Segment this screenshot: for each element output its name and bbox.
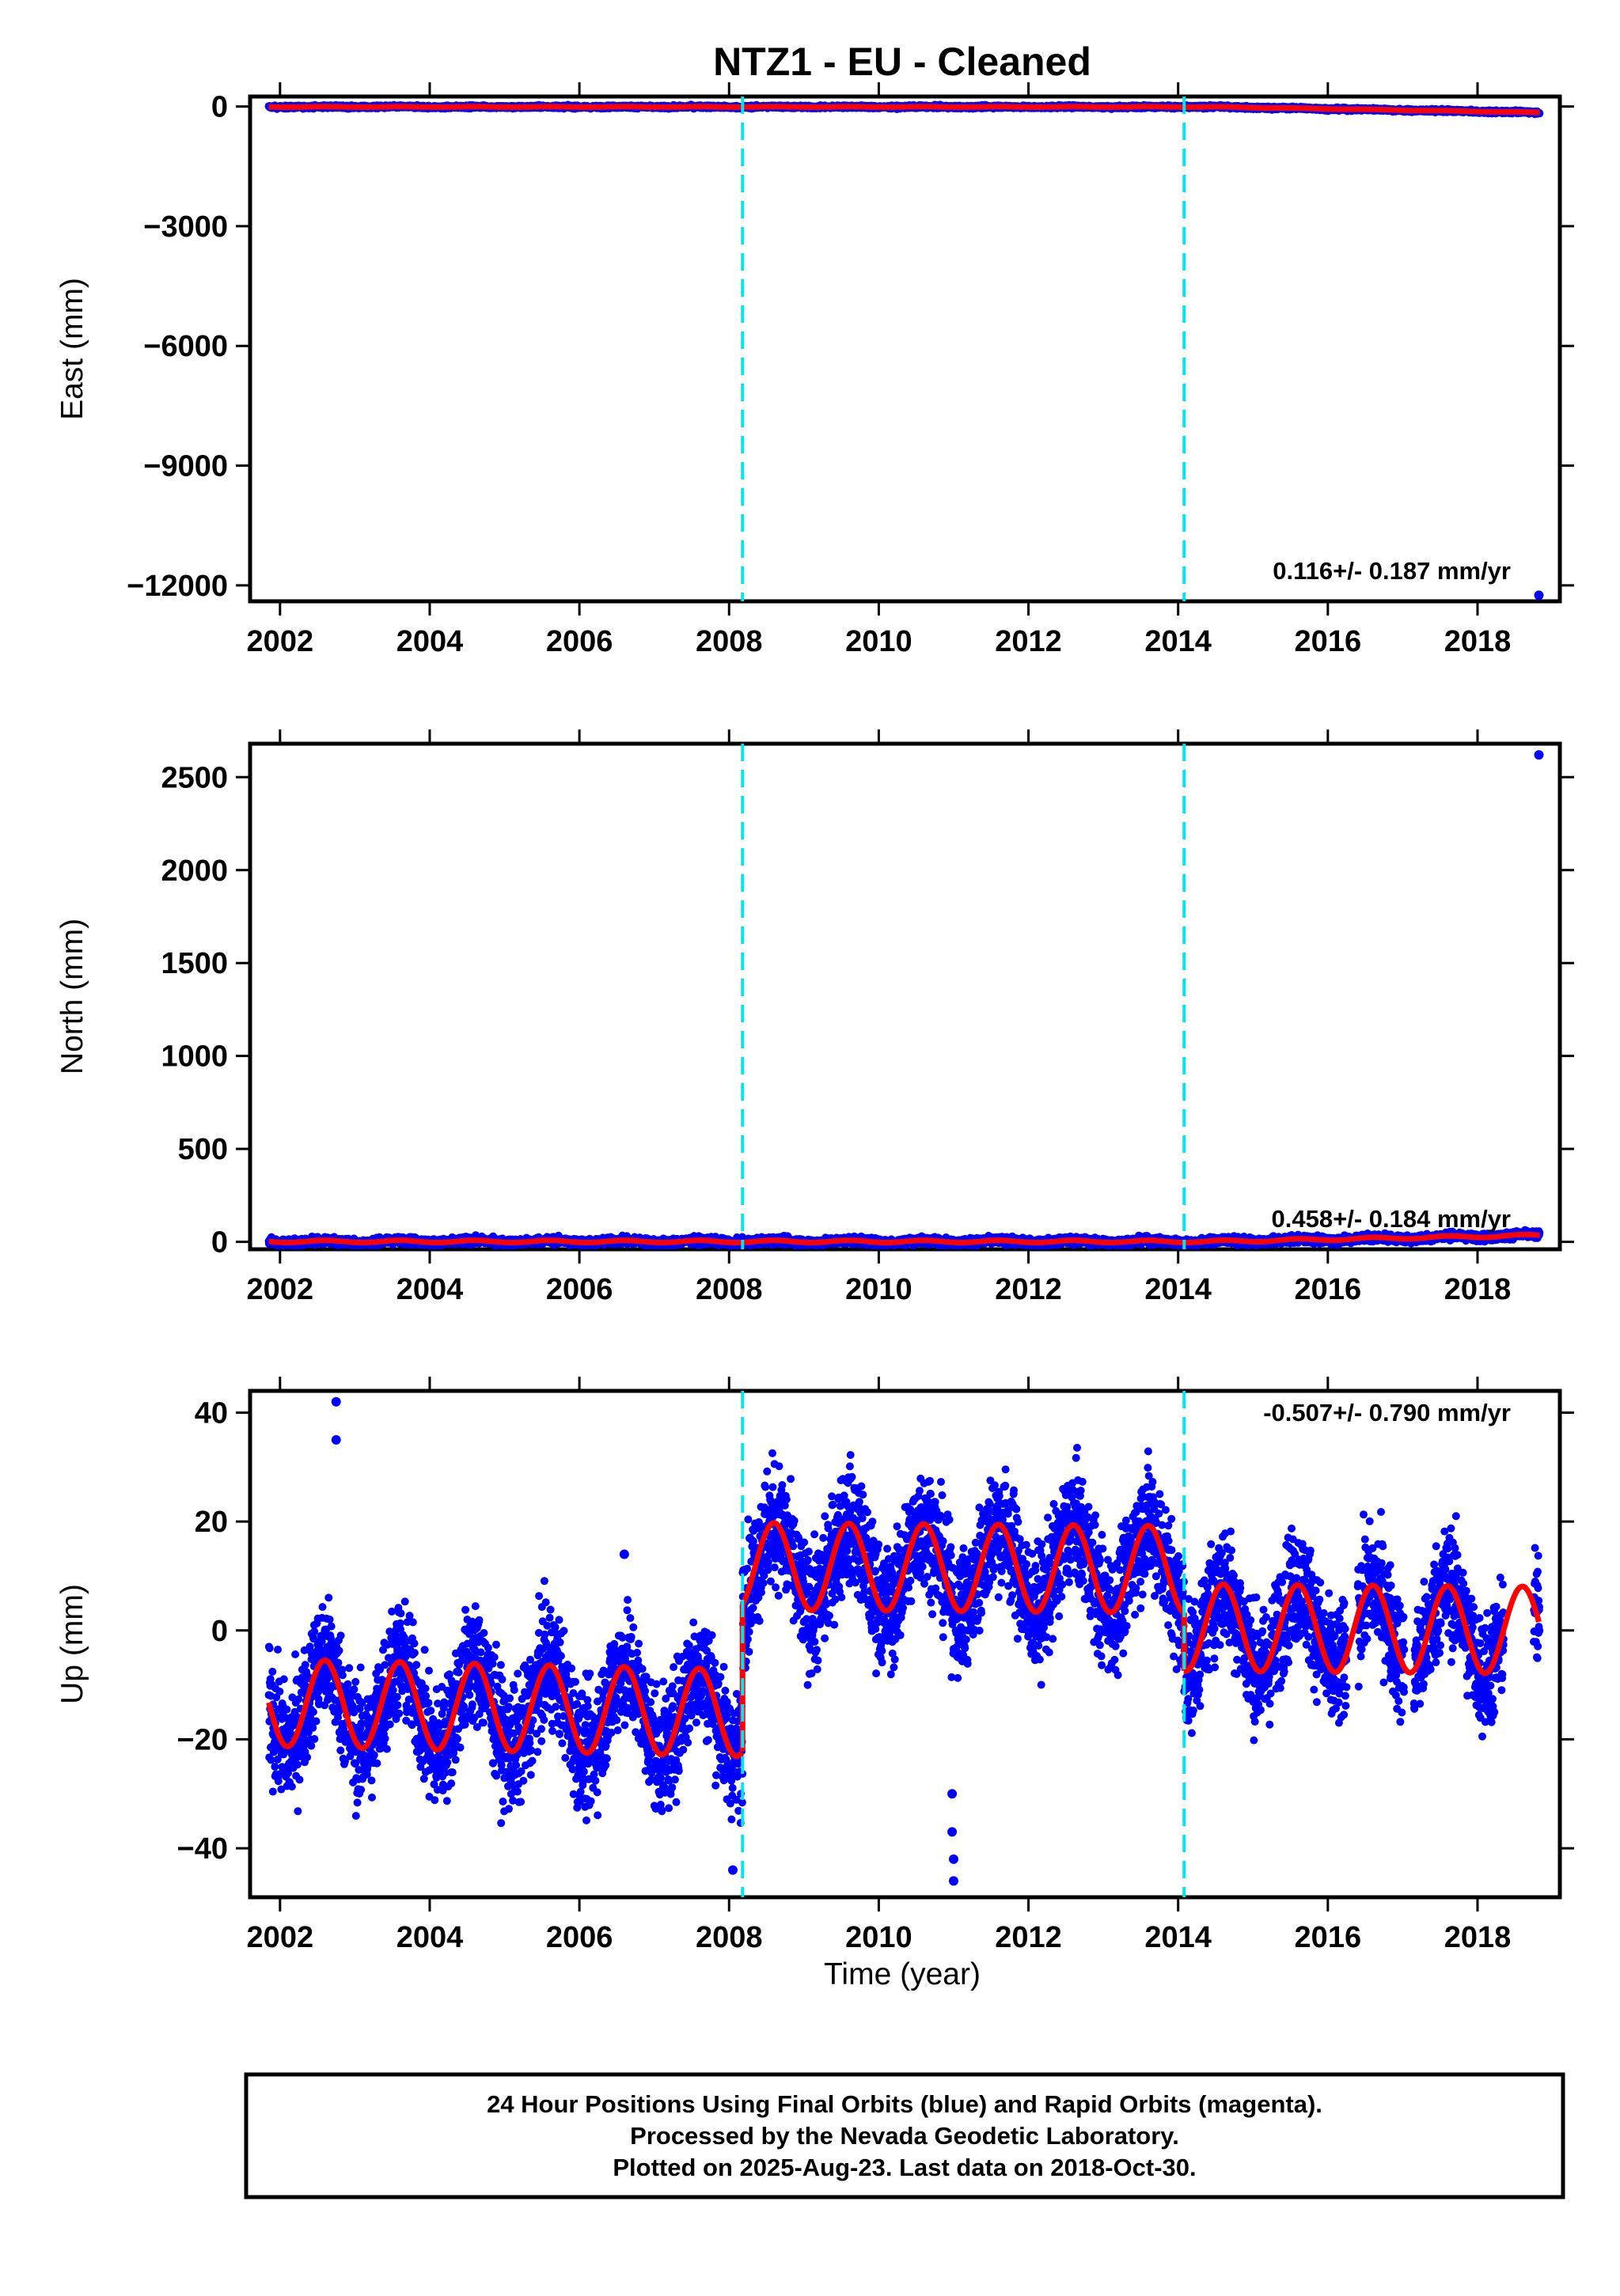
east-xtick-label: 2002: [247, 625, 314, 658]
east-plot-area: [264, 100, 1544, 601]
east-xtick-label: 2008: [696, 625, 763, 658]
east-ytick-label: −9000: [143, 450, 228, 483]
east-ytick-label: −12000: [127, 570, 228, 603]
east-ytick-label: 0: [211, 91, 228, 124]
east-panel: 0 −3000 −6000 −9000 −12000 2002 2004 2006 2008 20…: [55, 82, 1574, 658]
east-xtick-label: 2018: [1444, 625, 1512, 658]
east-xtick-label: 2004: [396, 625, 464, 658]
chart-title: NTZ1 - EU - Cleaned: [713, 40, 1091, 84]
east-ytick-label: −3000: [143, 210, 228, 244]
east-xtick-label: 2016: [1295, 625, 1362, 658]
east-ytick-label: −6000: [143, 330, 228, 363]
east-xtick-label: 2014: [1144, 625, 1212, 658]
east-xtick-label: 2006: [546, 625, 613, 658]
east-y-axis-label: East (mm): [55, 278, 89, 420]
east-xtick-label: 2012: [995, 625, 1062, 658]
east-plot-frame: [248, 94, 1562, 604]
east-xtick-label: 2010: [845, 625, 912, 658]
